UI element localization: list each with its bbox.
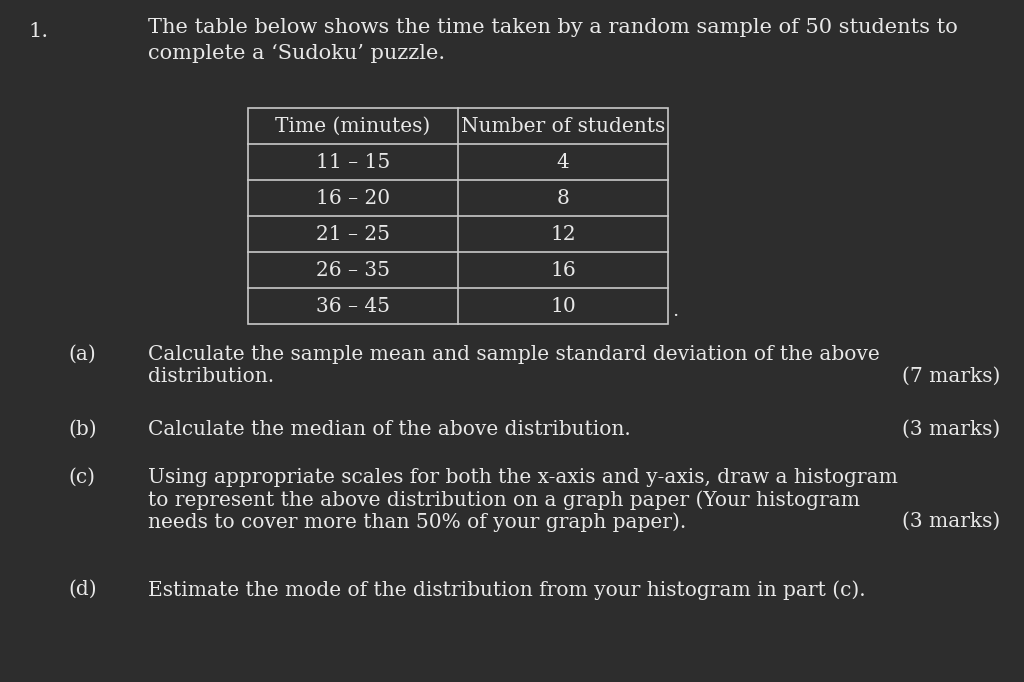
- Text: needs to cover more than 50% of your graph paper).: needs to cover more than 50% of your gra…: [148, 512, 686, 532]
- Text: (c): (c): [68, 468, 95, 487]
- Text: Time (minutes): Time (minutes): [275, 117, 431, 136]
- Text: 16 – 20: 16 – 20: [316, 188, 390, 207]
- Text: 1.: 1.: [28, 22, 48, 41]
- Text: Using appropriate scales for both the x-axis and y-axis, draw a histogram: Using appropriate scales for both the x-…: [148, 468, 898, 487]
- Text: The table below shows the time taken by a random sample of 50 students to: The table below shows the time taken by …: [148, 18, 957, 37]
- Text: 21 – 25: 21 – 25: [316, 224, 390, 243]
- Text: 16: 16: [550, 261, 575, 280]
- Text: Estimate the mode of the distribution from your histogram in part (c).: Estimate the mode of the distribution fr…: [148, 580, 865, 599]
- Text: to represent the above distribution on a graph paper (Your histogram: to represent the above distribution on a…: [148, 490, 860, 509]
- Text: 10: 10: [550, 297, 575, 316]
- Text: (d): (d): [68, 580, 96, 599]
- Text: (3 marks): (3 marks): [902, 420, 1000, 439]
- Text: distribution.: distribution.: [148, 367, 274, 386]
- Text: Calculate the median of the above distribution.: Calculate the median of the above distri…: [148, 420, 631, 439]
- Text: .: .: [672, 302, 678, 320]
- Text: Calculate the sample mean and sample standard deviation of the above: Calculate the sample mean and sample sta…: [148, 345, 880, 364]
- Text: 8: 8: [557, 188, 569, 207]
- Text: 26 – 35: 26 – 35: [316, 261, 390, 280]
- Text: (a): (a): [68, 345, 96, 364]
- Bar: [248, 108, 668, 324]
- Text: Number of students: Number of students: [461, 117, 666, 136]
- Text: 36 – 45: 36 – 45: [316, 297, 390, 316]
- Text: 12: 12: [550, 224, 575, 243]
- Text: (3 marks): (3 marks): [902, 512, 1000, 531]
- Text: (b): (b): [68, 420, 96, 439]
- Text: 11 – 15: 11 – 15: [315, 153, 390, 171]
- Text: 4: 4: [557, 153, 569, 171]
- Text: complete a ‘Sudoku’ puzzle.: complete a ‘Sudoku’ puzzle.: [148, 44, 445, 63]
- Text: (7 marks): (7 marks): [901, 367, 1000, 386]
